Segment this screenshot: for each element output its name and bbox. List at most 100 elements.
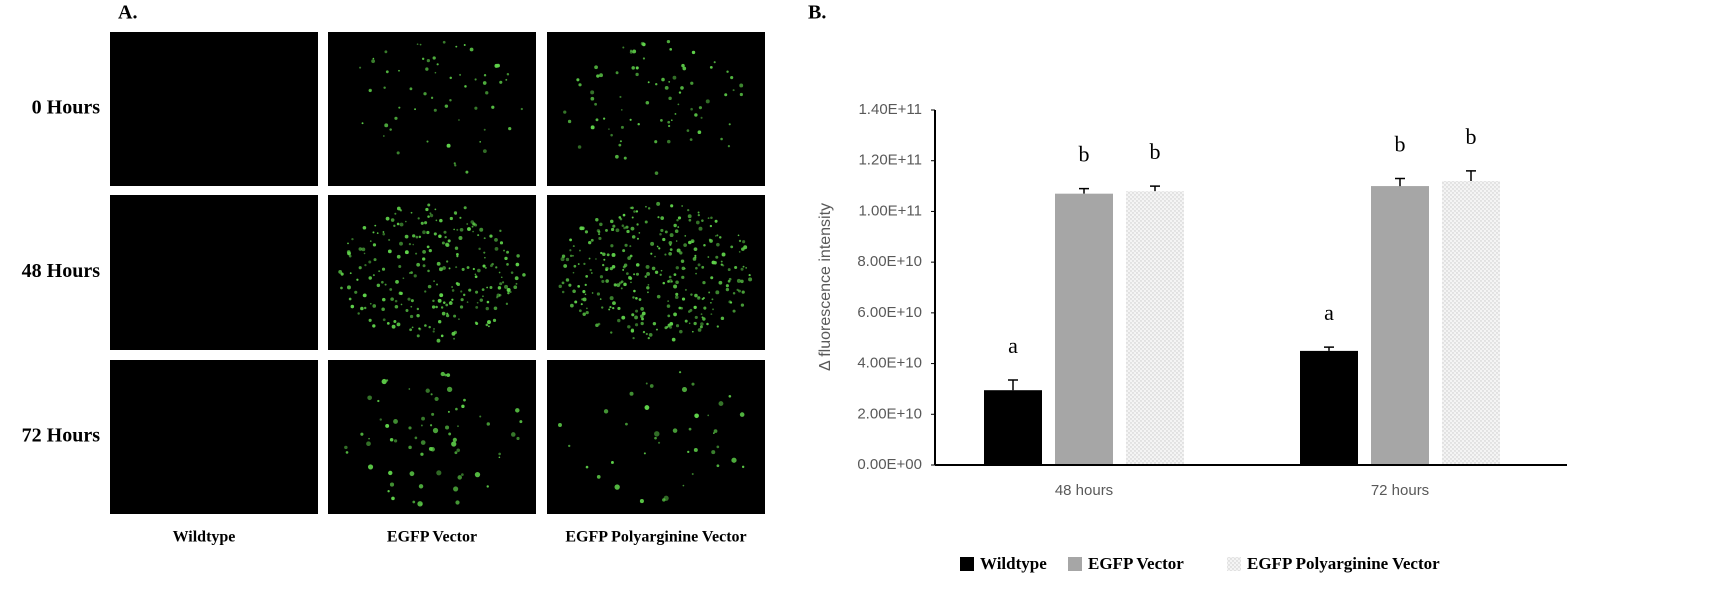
cell-dot — [499, 229, 502, 233]
cell-dot — [438, 320, 442, 324]
cell-dot — [664, 230, 668, 234]
cell-dot — [384, 50, 388, 54]
cell-dot — [417, 217, 420, 220]
cell-dot — [622, 249, 626, 253]
cell-dot — [657, 216, 660, 219]
cell-dot — [568, 283, 572, 287]
cell-dot — [509, 290, 512, 294]
cell-dot — [676, 218, 679, 222]
cell-dot — [582, 312, 586, 316]
bar — [1442, 181, 1500, 465]
cell-dot — [478, 247, 481, 251]
cell-dot — [716, 242, 720, 247]
cell-dot — [659, 273, 662, 276]
cell-dot — [629, 49, 633, 52]
cell-dot — [498, 456, 501, 459]
cell-dot — [596, 475, 601, 479]
cell-dot — [693, 321, 697, 326]
cell-dot — [590, 125, 595, 130]
cell-dot — [408, 426, 412, 430]
cell-dot — [681, 63, 685, 68]
cell-dot — [405, 308, 409, 312]
cell-dot — [675, 266, 679, 270]
cell-dot — [348, 254, 352, 258]
cell-dot — [464, 85, 467, 88]
micrograph — [328, 360, 536, 514]
cell-dot — [640, 321, 644, 326]
micrograph — [328, 195, 536, 350]
cell-dot — [428, 248, 432, 253]
cell-dot — [668, 241, 673, 245]
panel-label: B. — [808, 2, 826, 24]
cell-dot — [382, 232, 386, 236]
cell-dot — [474, 273, 477, 276]
cell-dot — [561, 290, 565, 294]
cell-dot — [675, 292, 679, 296]
cell-dot — [628, 275, 632, 280]
cell-dot — [647, 283, 650, 286]
cell-dot — [725, 287, 730, 292]
cell-dot — [367, 395, 372, 401]
bar — [1126, 191, 1184, 465]
cell-dot — [599, 73, 603, 78]
cell-dot — [724, 93, 728, 97]
cell-dot — [603, 117, 606, 120]
cell-dot — [709, 66, 713, 69]
cell-dot — [622, 268, 625, 271]
cell-dot — [386, 322, 390, 325]
cell-dot — [710, 276, 714, 280]
cell-dot — [374, 224, 377, 227]
cell-dot — [491, 105, 495, 109]
cell-dot — [368, 318, 372, 322]
cell-dot — [440, 371, 445, 377]
cell-dot — [436, 470, 442, 476]
cell-dot — [433, 108, 437, 112]
cell-dot — [446, 143, 451, 148]
cell-dot — [455, 45, 458, 48]
cell-dot — [409, 272, 411, 274]
cell-dot — [619, 95, 622, 99]
cell-dot — [568, 444, 571, 448]
significance-letter: b — [1150, 139, 1161, 164]
cell-dot — [742, 240, 746, 244]
cell-dot — [357, 312, 360, 315]
cell-dot — [669, 233, 674, 238]
cell-dot — [349, 272, 352, 275]
cell-dot — [491, 262, 494, 266]
cell-dot — [475, 305, 479, 309]
cell-dot — [687, 208, 690, 212]
cell-dot — [693, 447, 698, 452]
cell-dot — [641, 311, 646, 316]
cell-dot — [590, 90, 595, 95]
cell-dot — [396, 322, 401, 327]
cell-dot — [679, 251, 683, 255]
cell-dot — [387, 490, 390, 493]
cell-dot — [693, 305, 697, 310]
cell-dot — [643, 452, 646, 455]
y-tick-label: 8.00E+10 — [857, 253, 922, 270]
cell-dot — [632, 296, 635, 299]
cell-dot — [681, 205, 684, 207]
cell-dot — [379, 418, 382, 421]
cell-dot — [610, 331, 613, 334]
cell-dot — [395, 280, 399, 284]
cell-dot — [477, 234, 480, 237]
cell-dot — [506, 73, 510, 76]
cell-dot — [427, 269, 430, 273]
cell-dot — [694, 293, 698, 298]
cell-dot — [494, 63, 499, 68]
cell-dot — [482, 264, 486, 268]
cell-dot — [463, 206, 467, 210]
cell-dot — [436, 261, 441, 266]
cell-dot — [484, 256, 486, 259]
cell-dot — [657, 441, 661, 444]
cell-dot — [674, 229, 679, 233]
cell-dot — [430, 447, 435, 452]
cell-dot — [714, 235, 717, 237]
cell-dot — [688, 218, 692, 222]
cell-dot — [449, 76, 452, 80]
cell-dot — [681, 297, 686, 301]
cell-dot — [428, 325, 431, 329]
cell-dot — [372, 274, 375, 277]
cell-dot — [622, 213, 626, 217]
